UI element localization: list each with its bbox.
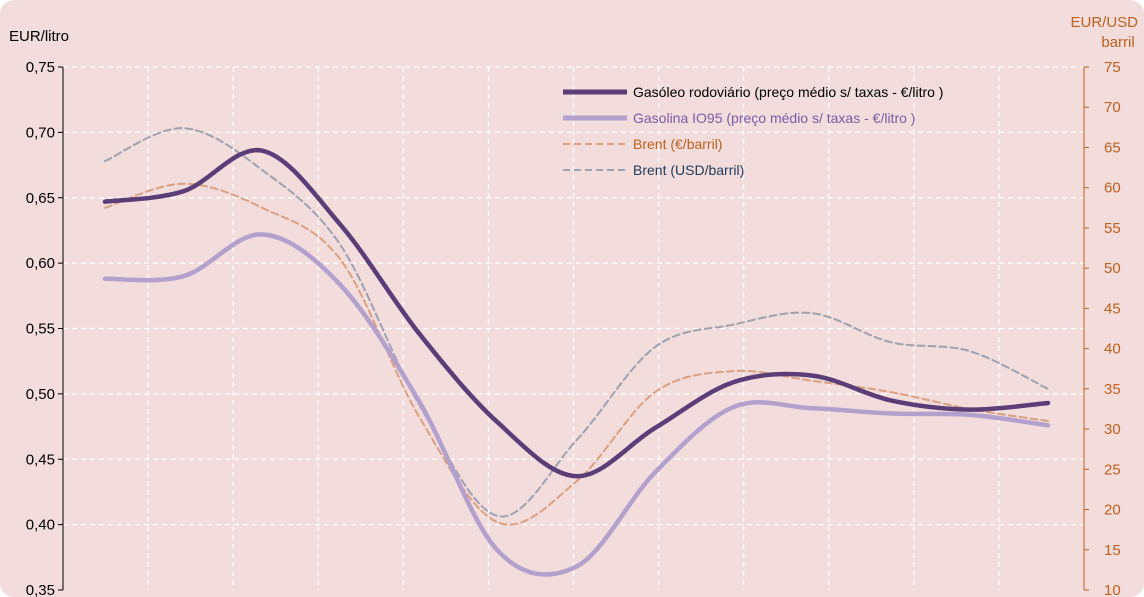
legend-label-0: Gasóleo rodoviário (preço médio s/ taxas… xyxy=(633,84,943,100)
series-line-3 xyxy=(104,127,1049,518)
y-left-tick-label: 0,65 xyxy=(26,190,55,207)
axes: 0,35 0,40 0,45 0,50 0,55 0,60 0,65 0,70 0,75 10 15… xyxy=(26,59,1121,597)
y-right-tick-label: 70 xyxy=(1104,99,1121,116)
series-line-0 xyxy=(102,147,1051,479)
gridlines xyxy=(63,66,1084,590)
y-left-tick-label: 0,35 xyxy=(26,582,55,597)
y-right-tick-label: 40 xyxy=(1104,341,1121,358)
y-right-tick-label: 15 xyxy=(1104,542,1121,559)
y-axis-right-label-line2: barril xyxy=(1101,34,1134,51)
legend: Gasóleo rodoviário (preço médio s/ taxas… xyxy=(563,84,943,178)
y-left-tick-label: 0,75 xyxy=(26,59,55,76)
y-left-tick-label: 0,40 xyxy=(26,517,55,534)
y-axis-left-label: EUR/litro xyxy=(9,28,69,45)
y-left-tick-label: 0,45 xyxy=(26,451,55,468)
series-group xyxy=(102,127,1051,577)
y-left-tick-label: 0,60 xyxy=(26,255,55,272)
y-right-tick-label: 25 xyxy=(1104,461,1121,478)
y-axis-right-label-line1: EUR/USD xyxy=(1070,14,1138,31)
y-right-tick-label: 45 xyxy=(1104,300,1121,317)
y-right-tick-label: 30 xyxy=(1104,421,1121,438)
y-right-tick-label: 55 xyxy=(1104,220,1121,237)
y-right-tick-label: 50 xyxy=(1104,260,1121,277)
y-right-tick-label: 60 xyxy=(1104,180,1121,197)
legend-label-2: Brent (€/barril) xyxy=(633,136,722,152)
series-line-2 xyxy=(104,182,1049,526)
y-right-tick-label: 10 xyxy=(1104,582,1121,597)
y-right-tick-label: 35 xyxy=(1104,381,1121,398)
legend-label-3: Brent (USD/barril) xyxy=(633,162,744,178)
y-right-tick-label: 20 xyxy=(1104,502,1121,519)
series-line-1 xyxy=(102,232,1051,577)
legend-label-1: Gasolina IO95 (preço médio s/ taxas - €/… xyxy=(633,110,915,126)
y-right-tick-label: 75 xyxy=(1104,59,1121,76)
y-left-tick-label: 0,55 xyxy=(26,321,55,338)
y-left-tick-label: 0,50 xyxy=(26,386,55,403)
y-right-tick-label: 65 xyxy=(1104,139,1121,156)
y-left-tick-label: 0,70 xyxy=(26,124,55,141)
